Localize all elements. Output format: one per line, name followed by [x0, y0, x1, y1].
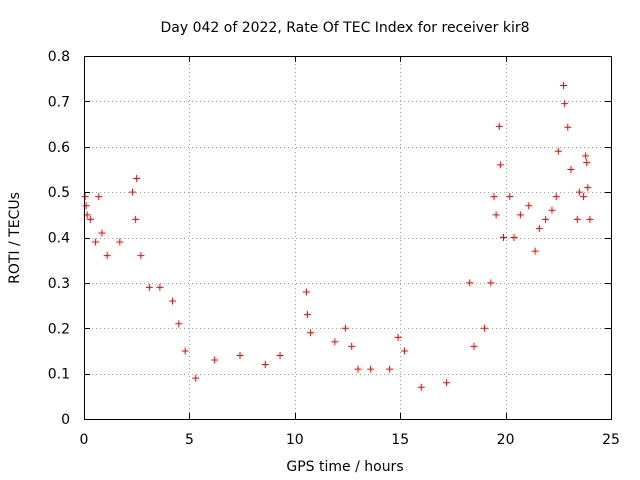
y-tick-label: 0.2 [48, 321, 70, 337]
data-point [499, 234, 507, 241]
data-point [137, 252, 145, 260]
x-tick-label: 0 [80, 432, 89, 448]
x-axis-label: GPS time / hours [286, 459, 403, 475]
data-point [348, 342, 356, 350]
data-point [261, 361, 269, 369]
data-point [495, 122, 503, 130]
data-point [417, 383, 425, 391]
data-point [116, 238, 124, 246]
data-point [331, 338, 339, 346]
data-point [132, 215, 140, 223]
data-point [354, 365, 362, 373]
data-point [487, 279, 495, 287]
data-point [564, 123, 572, 131]
data-point [552, 193, 560, 201]
data-point [492, 211, 500, 219]
data-point [561, 100, 569, 108]
data-point [573, 215, 581, 223]
data-point [506, 193, 514, 201]
data-point [586, 215, 594, 223]
data-point [583, 159, 591, 167]
data-point [510, 234, 518, 241]
y-tick-label: 0.1 [48, 367, 70, 383]
data-point [341, 324, 349, 332]
data-point [95, 193, 103, 201]
x-tick-label: 15 [391, 432, 409, 448]
data-point [470, 342, 478, 350]
data-point [525, 202, 533, 210]
y-tick-label: 0.4 [48, 231, 70, 247]
data-point [175, 320, 183, 328]
data-point [236, 351, 244, 359]
data-point [531, 247, 539, 255]
data-point [302, 288, 310, 296]
grid-lines [84, 56, 611, 419]
data-point [276, 351, 284, 359]
data-point [400, 347, 408, 355]
data-point [82, 202, 90, 210]
data-point [394, 333, 402, 341]
x-tick-label: 20 [497, 432, 515, 448]
data-point [81, 193, 89, 201]
y-tick-label: 0.8 [48, 49, 70, 65]
x-tick-label: 5 [185, 432, 194, 448]
data-point [303, 311, 311, 319]
data-point [133, 175, 141, 183]
x-tick-label: 25 [602, 432, 620, 448]
data-point [548, 206, 556, 214]
data-point [466, 279, 474, 287]
x-axis: 0 5 10 15 20 25 [80, 56, 620, 448]
data-point [567, 165, 575, 173]
data-point [98, 229, 106, 237]
data-point [307, 329, 315, 337]
data-point [554, 147, 562, 155]
data-point [535, 224, 543, 232]
data-point [496, 161, 504, 169]
data-point [443, 379, 451, 387]
x-tick-label: 10 [286, 432, 304, 448]
y-tick-label: 0.7 [48, 94, 70, 110]
data-point [580, 193, 588, 201]
data-point [367, 365, 375, 373]
data-point [560, 81, 568, 89]
data-point [92, 238, 100, 246]
data-point [516, 211, 524, 219]
data-point [145, 283, 153, 291]
y-axis-label: ROTI / TECUs [7, 192, 23, 284]
data-point [169, 297, 177, 305]
data-points [81, 81, 594, 391]
data-point [128, 188, 136, 196]
y-axis: 0 0.1 0.2 0.3 0.4 0.5 0.6 0.7 0.8 [48, 49, 611, 428]
data-point [156, 283, 164, 291]
y-tick-label: 0.6 [48, 140, 70, 156]
chart-title: Day 042 of 2022, Rate Of TEC Index for r… [160, 20, 529, 36]
data-point [582, 152, 590, 160]
data-point [481, 324, 489, 332]
data-point [575, 188, 583, 196]
y-tick-label: 0 [61, 412, 70, 428]
y-tick-label: 0.5 [48, 185, 70, 201]
data-point [103, 252, 111, 260]
data-point [490, 193, 498, 201]
data-point [181, 347, 189, 355]
data-point [386, 365, 394, 373]
data-point [192, 374, 200, 382]
data-point [211, 356, 219, 364]
y-tick-label: 0.3 [48, 276, 70, 292]
data-point [86, 215, 94, 223]
data-point [584, 184, 592, 192]
data-point [542, 215, 550, 223]
